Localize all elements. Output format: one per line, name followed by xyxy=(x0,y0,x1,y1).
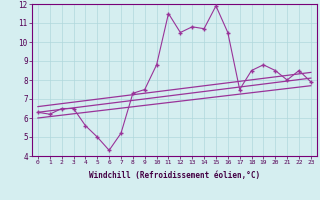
X-axis label: Windchill (Refroidissement éolien,°C): Windchill (Refroidissement éolien,°C) xyxy=(89,171,260,180)
